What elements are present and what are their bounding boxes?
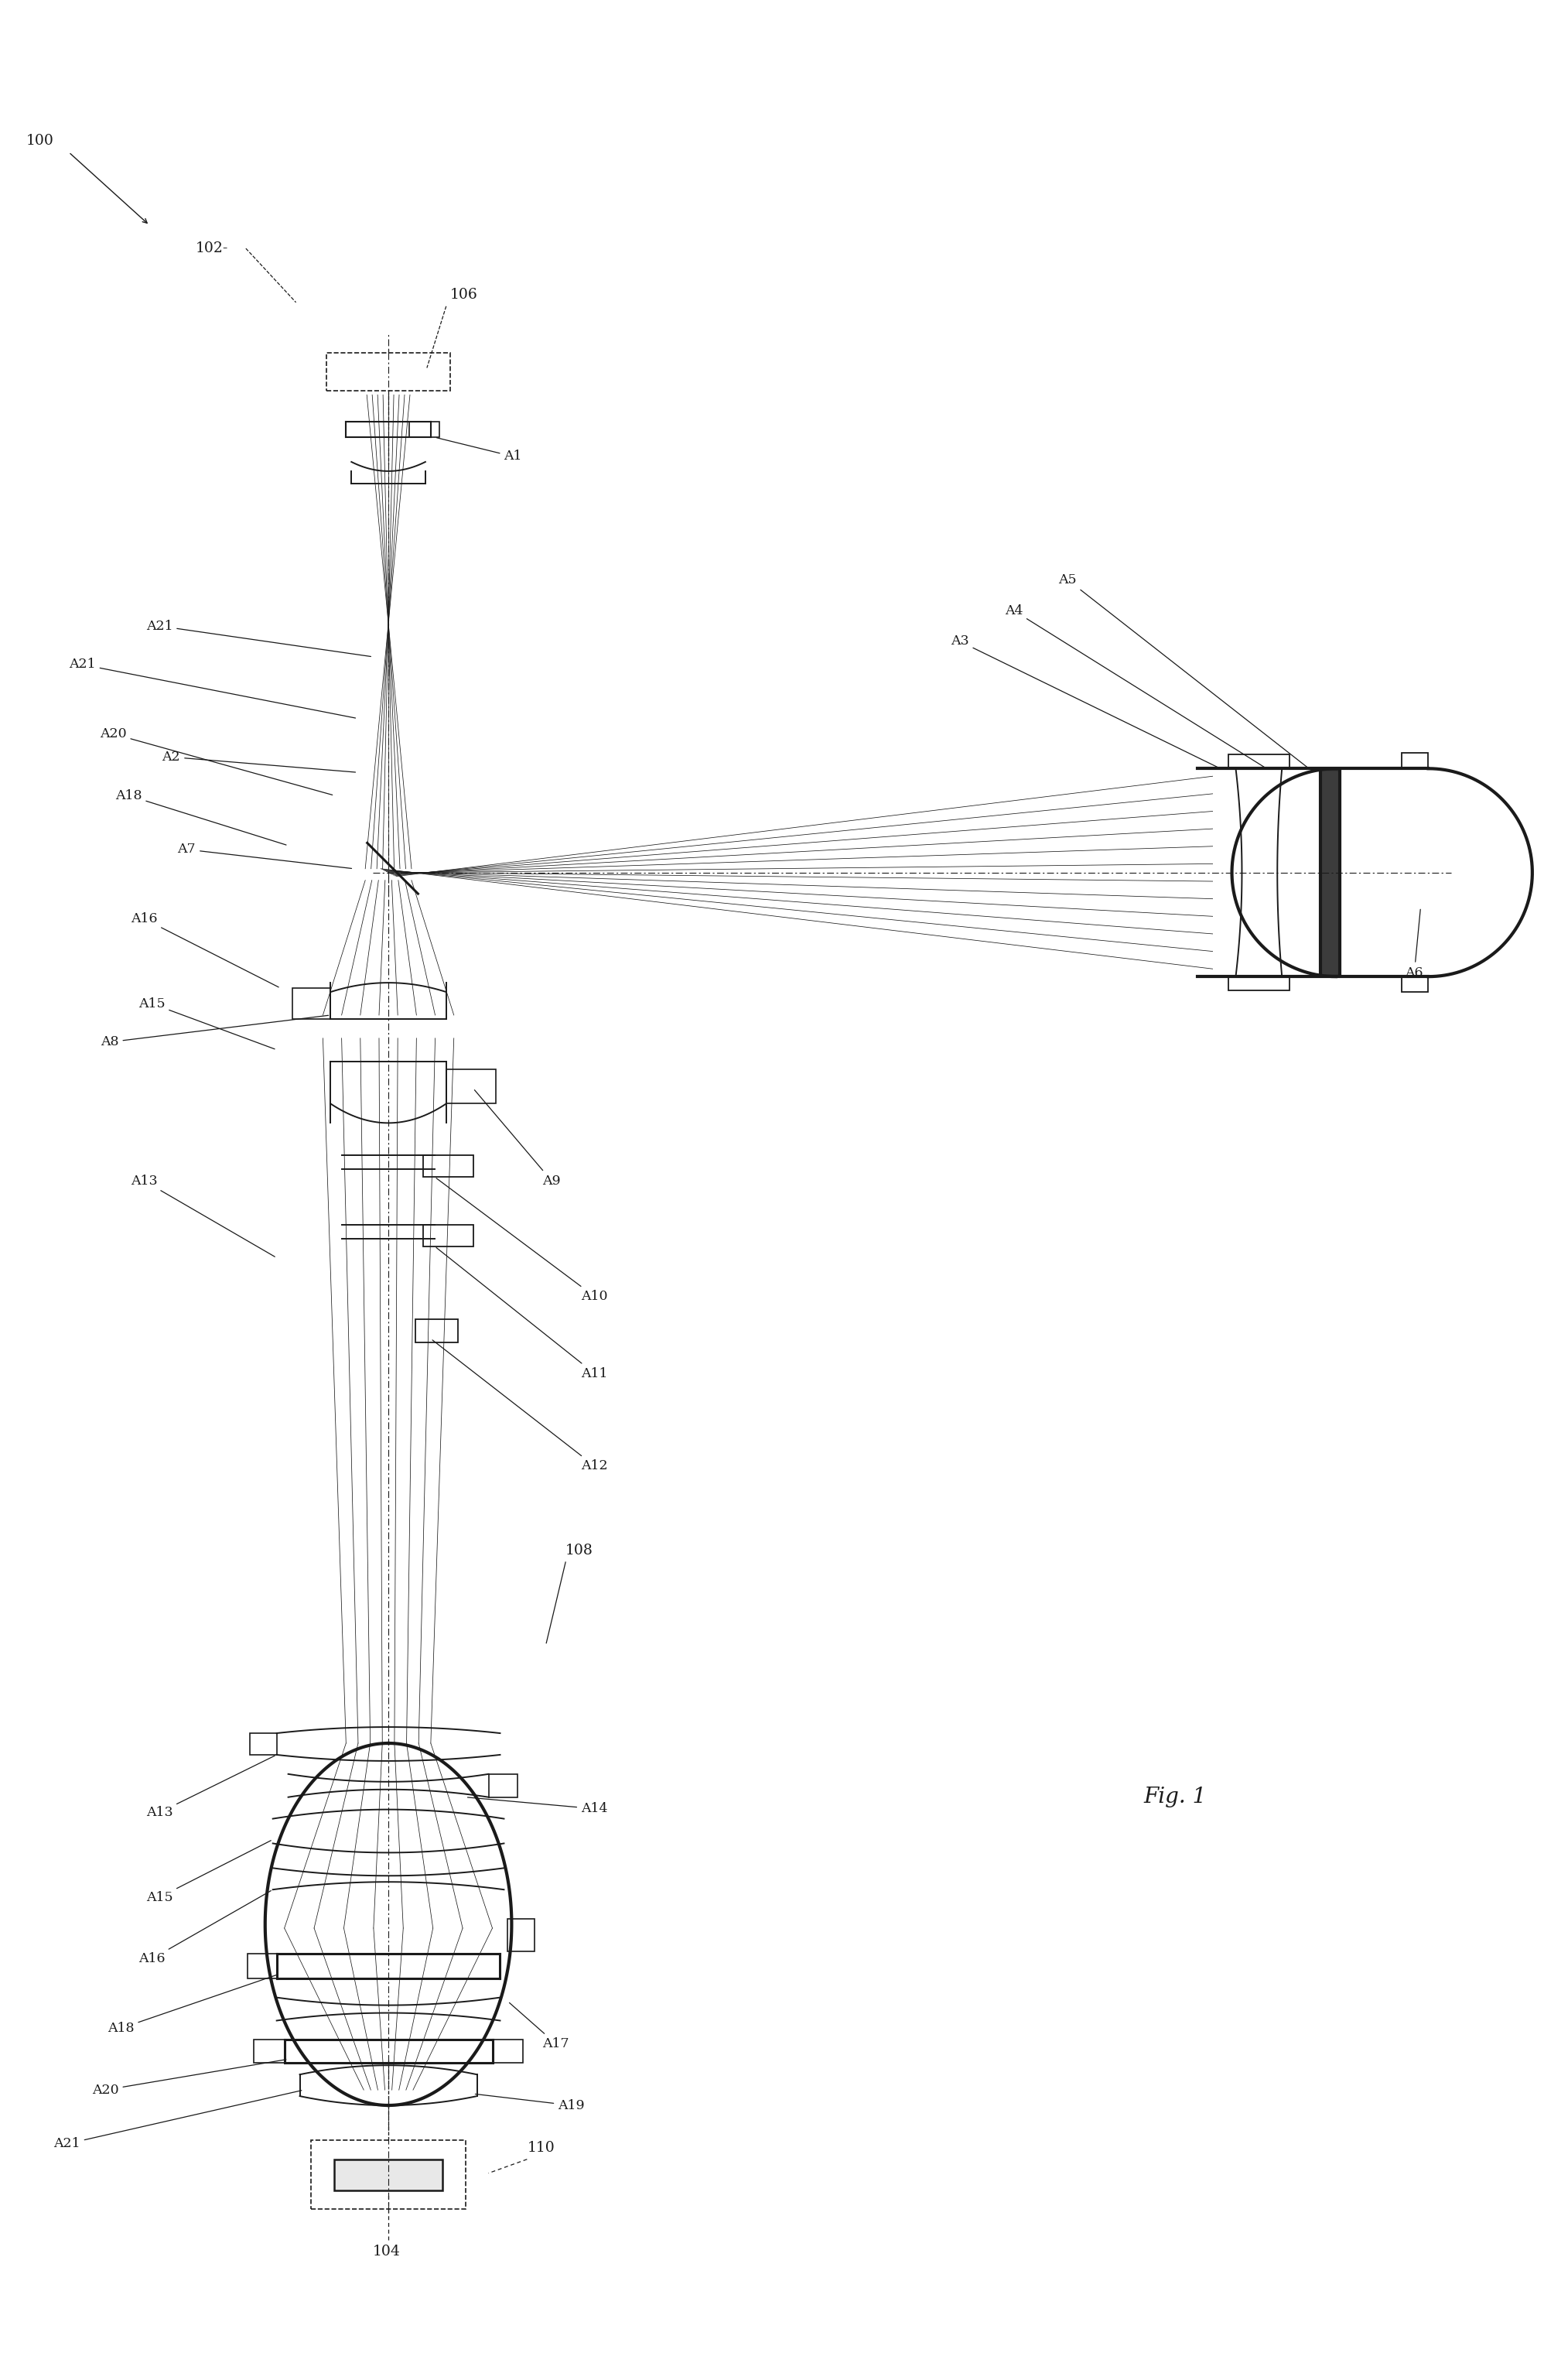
Text: A8: A8 (100, 1016, 329, 1050)
Bar (1227, 976, 1289, 990)
Text: A20: A20 (93, 2059, 286, 2097)
Text: A16: A16 (131, 912, 278, 988)
Bar (327, 352, 449, 390)
Bar (508, 1918, 534, 1952)
Bar (292, 988, 330, 1019)
Text: A19: A19 (476, 2094, 585, 2111)
Text: A9: A9 (474, 1090, 560, 1188)
Text: A6: A6 (1405, 909, 1424, 978)
Bar (446, 1069, 496, 1104)
Bar (423, 1226, 472, 1247)
Text: A2: A2 (162, 750, 355, 771)
Bar (253, 2040, 284, 2063)
Text: Fig. 1: Fig. 1 (1143, 1787, 1206, 1806)
Text: A12: A12 (432, 1340, 608, 1473)
Text: A13: A13 (147, 1756, 275, 1818)
Text: A3: A3 (951, 635, 1218, 769)
Text: A17: A17 (510, 2002, 570, 2049)
Bar (423, 1154, 472, 1176)
Bar (312, 2140, 465, 2209)
Text: A10: A10 (437, 1178, 608, 1302)
Text: A21: A21 (147, 619, 371, 657)
Text: A20: A20 (100, 728, 332, 795)
Bar (409, 421, 438, 438)
Text: A14: A14 (468, 1797, 608, 1816)
Text: A18: A18 (108, 1975, 276, 2035)
Bar (1402, 976, 1428, 992)
Text: A7: A7 (178, 843, 352, 869)
Text: A5: A5 (1059, 574, 1308, 766)
Bar (493, 2040, 523, 2063)
Text: A16: A16 (139, 1890, 270, 1966)
Bar (415, 1319, 457, 1342)
Bar (488, 1773, 517, 1797)
Text: A21: A21 (69, 657, 355, 719)
Text: 108: 108 (565, 1545, 593, 1557)
Text: A15: A15 (147, 1840, 270, 1904)
Bar (1402, 752, 1428, 769)
Text: A15: A15 (139, 997, 275, 1050)
Bar (247, 1954, 276, 1978)
Bar (250, 1733, 276, 1754)
Text: 104: 104 (374, 2244, 401, 2259)
Text: A4: A4 (1005, 605, 1265, 766)
Text: A13: A13 (131, 1173, 275, 1257)
Text: 100: 100 (26, 133, 54, 148)
Text: 106: 106 (449, 288, 477, 302)
Text: 110: 110 (527, 2140, 554, 2154)
Bar (335, 2159, 442, 2190)
Text: 102-: 102- (196, 240, 229, 255)
Text: A21: A21 (54, 2090, 301, 2152)
Bar (1227, 754, 1289, 769)
Text: A11: A11 (437, 1247, 608, 1380)
Text: A1: A1 (437, 438, 522, 464)
Text: A18: A18 (116, 788, 286, 845)
